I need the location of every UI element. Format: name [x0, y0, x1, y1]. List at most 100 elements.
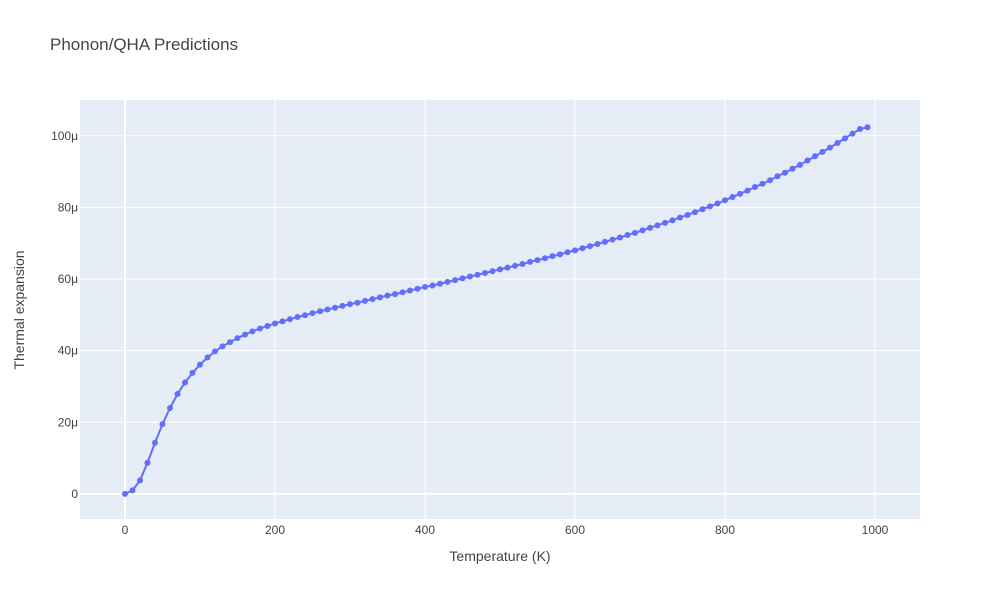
- data-point: [489, 268, 496, 275]
- data-point: [699, 206, 706, 213]
- y-tick-label: 60μ: [58, 272, 78, 286]
- series-markers: [122, 124, 871, 497]
- data-point: [399, 289, 406, 296]
- data-point: [752, 184, 758, 191]
- x-tick-label: 200: [265, 523, 285, 537]
- data-point: [422, 283, 428, 290]
- data-point: [677, 214, 683, 221]
- data-point: [579, 245, 586, 252]
- data-point: [767, 177, 773, 184]
- data-point: [549, 253, 556, 260]
- data-point: [302, 312, 308, 319]
- data-point: [857, 126, 863, 133]
- x-tick-label: 800: [715, 523, 735, 537]
- data-point: [474, 271, 481, 278]
- data-point: [392, 291, 398, 298]
- data-point: [407, 287, 413, 294]
- data-point: [249, 328, 256, 335]
- data-point: [324, 306, 331, 313]
- y-tick-label: 0: [71, 487, 78, 501]
- data-point: [789, 165, 796, 172]
- data-point: [759, 180, 766, 187]
- data-point: [437, 280, 443, 287]
- data-point: [414, 285, 421, 292]
- x-tick-label: 0: [122, 523, 129, 537]
- data-point: [377, 294, 383, 301]
- data-point: [257, 325, 263, 332]
- data-point: [827, 144, 833, 151]
- series-line: [124, 126, 868, 495]
- data-point: [189, 369, 196, 376]
- data-point: [452, 277, 458, 284]
- data-point: [692, 209, 698, 216]
- data-point: [122, 490, 128, 497]
- data-point: [317, 308, 323, 315]
- data-point: [354, 299, 361, 306]
- data-point: [159, 421, 166, 428]
- data-point: [639, 227, 646, 234]
- data-point: [497, 266, 503, 273]
- data-point: [842, 135, 848, 142]
- data-point: [174, 391, 181, 398]
- data-point: [662, 219, 668, 226]
- data-point: [242, 331, 248, 338]
- data-point: [812, 153, 818, 160]
- data-point: [624, 232, 631, 239]
- data-point: [339, 302, 346, 309]
- data-point: [482, 269, 488, 276]
- data-point: [602, 238, 608, 245]
- data-point: [707, 203, 713, 210]
- data-point: [279, 318, 286, 325]
- data-point: [609, 236, 616, 243]
- chart-title: Phonon/QHA Predictions: [50, 35, 238, 54]
- y-tick-label: 100μ: [51, 129, 78, 143]
- data-point: [362, 297, 368, 304]
- data-point: [864, 124, 871, 131]
- data-point: [144, 459, 151, 466]
- data-point: [564, 249, 571, 256]
- data-point: [572, 247, 578, 254]
- y-tick-label: 40μ: [58, 344, 78, 358]
- data-point: [849, 130, 856, 137]
- data-point: [774, 173, 781, 180]
- data-point: [729, 194, 736, 201]
- tick-labels: 0 200 400 600 800 1000 0 20μ 40μ 60μ 80μ 100μ: [51, 129, 889, 537]
- data-point: [459, 275, 466, 282]
- data-point: [152, 439, 158, 446]
- data-point: [782, 169, 788, 176]
- data-point: [347, 301, 353, 308]
- data-point: [137, 477, 143, 484]
- data-point: [737, 190, 743, 197]
- data-point: [797, 161, 803, 168]
- data-point: [204, 354, 211, 361]
- x-tick-label: 1000: [862, 523, 889, 537]
- data-point: [654, 222, 661, 229]
- data-point: [429, 282, 436, 289]
- data-point: [264, 322, 271, 329]
- data-point: [227, 339, 233, 346]
- data-point: [527, 258, 533, 265]
- data-point: [294, 314, 301, 321]
- data-point: [369, 296, 376, 303]
- data-point: [819, 148, 826, 155]
- data-point: [512, 262, 518, 269]
- data-point: [542, 255, 548, 262]
- data-point: [804, 157, 811, 164]
- data-point: [722, 197, 728, 204]
- data-point: [182, 379, 188, 386]
- data-point: [504, 264, 511, 271]
- data-point: [594, 240, 601, 247]
- data-point: [587, 243, 593, 250]
- data-point: [714, 200, 721, 207]
- data-point: [197, 361, 203, 368]
- x-tick-label: 400: [415, 523, 435, 537]
- data-point: [744, 187, 751, 194]
- data-point: [647, 224, 653, 231]
- y-tick-label: 80μ: [58, 200, 78, 214]
- y-tick-label: 20μ: [58, 415, 78, 429]
- data-point: [212, 348, 218, 355]
- data-point: [332, 304, 338, 311]
- data-point: [834, 139, 841, 146]
- grid-lines: [80, 100, 920, 519]
- data-point: [669, 217, 676, 224]
